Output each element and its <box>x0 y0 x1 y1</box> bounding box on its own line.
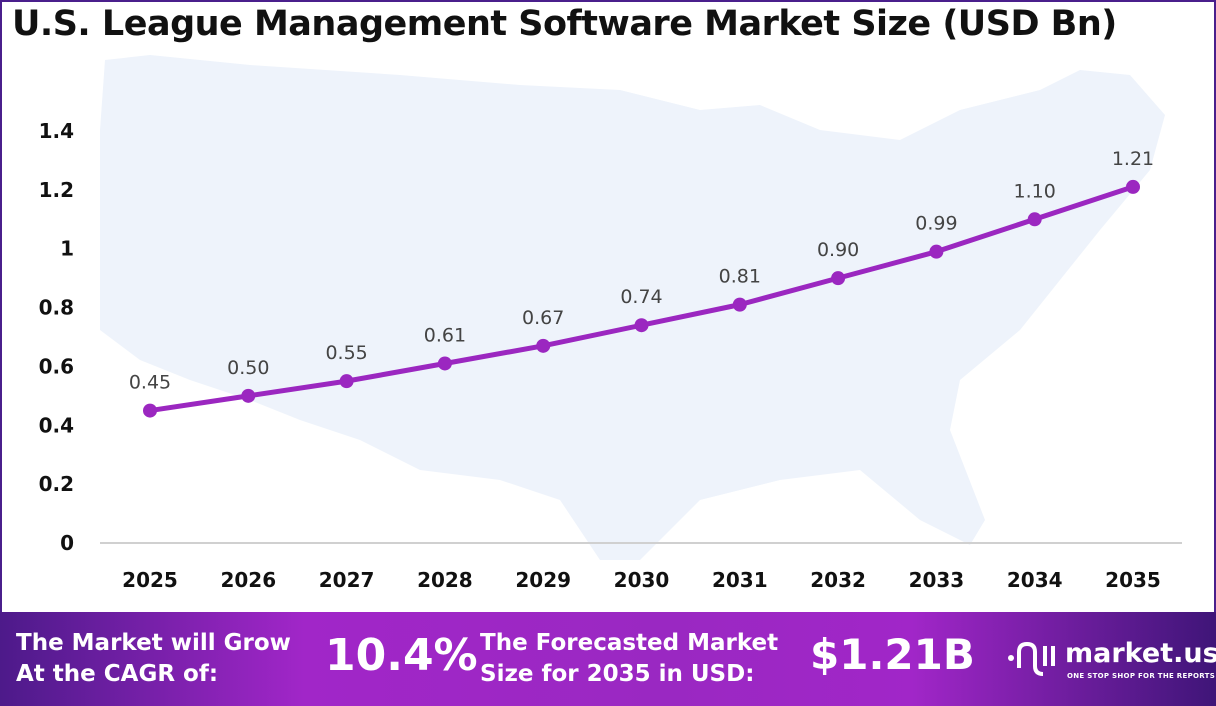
forecast-label: The Forecasted Market Size for 2035 in US… <box>480 628 778 690</box>
brand-logo: market.us ONE STOP SHOP FOR THE REPORTS <box>1005 636 1216 684</box>
x-tick-label: 2032 <box>810 568 866 592</box>
data-label: 1.10 <box>1014 180 1056 202</box>
y-tick-label: 0.4 <box>39 413 74 437</box>
data-point <box>437 356 452 371</box>
x-tick-label: 2027 <box>319 568 375 592</box>
brand-name: market.us <box>1065 638 1216 669</box>
y-tick-label: 0.8 <box>39 296 74 320</box>
data-label: 0.50 <box>227 357 269 379</box>
data-point <box>634 318 649 333</box>
x-tick-label: 2030 <box>614 568 670 592</box>
data-point <box>831 271 846 286</box>
data-label: 1.21 <box>1112 148 1154 170</box>
us-map-background <box>100 55 1165 560</box>
data-label: 0.99 <box>915 213 957 235</box>
x-tick-label: 2028 <box>417 568 473 592</box>
data-label: 0.55 <box>325 342 367 364</box>
y-tick-label: 0.2 <box>39 472 74 496</box>
footer-banner: The Market will Grow At the CAGR of: 10.4… <box>0 612 1216 706</box>
x-tick-label: 2035 <box>1105 568 1161 592</box>
forecast-value: $1.21B <box>810 630 975 679</box>
market-us-logo-icon <box>1008 641 1055 676</box>
y-tick-label: 1.2 <box>39 178 74 202</box>
data-label: 0.45 <box>129 372 171 394</box>
data-label: 0.67 <box>522 307 564 329</box>
data-point <box>929 244 944 259</box>
x-tick-label: 2025 <box>122 568 178 592</box>
x-tick-label: 2026 <box>220 568 276 592</box>
y-tick-label: 0.6 <box>39 354 74 378</box>
data-label: 0.81 <box>719 266 761 288</box>
data-label: 0.74 <box>620 286 662 308</box>
cagr-label-line1: The Market will Grow <box>16 630 291 656</box>
cagr-value: 10.4% <box>325 630 478 681</box>
data-point <box>732 297 747 312</box>
y-tick-label: 0 <box>60 531 74 555</box>
data-label: 0.61 <box>424 324 466 346</box>
cagr-label-line2: At the CAGR of: <box>16 661 219 687</box>
brand-tagline: ONE STOP SHOP FOR THE REPORTS <box>1067 672 1216 680</box>
y-tick-label: 1.4 <box>39 119 74 143</box>
cagr-label: The Market will Grow At the CAGR of: <box>16 628 291 690</box>
y-tick-label: 1 <box>60 237 74 261</box>
data-point <box>1027 212 1042 227</box>
x-tick-label: 2034 <box>1007 568 1063 592</box>
data-point <box>1126 179 1140 194</box>
x-tick-label: 2029 <box>515 568 571 592</box>
forecast-label-line1: The Forecasted Market <box>480 630 779 656</box>
data-point <box>143 403 157 418</box>
data-point <box>536 338 551 353</box>
data-point <box>241 388 256 403</box>
chart-title: U.S. League Management Software Market S… <box>12 4 1117 44</box>
data-label: 0.90 <box>817 239 859 261</box>
x-tick-label: 2033 <box>909 568 965 592</box>
data-point <box>339 374 354 389</box>
forecast-label-line2: Size for 2035 in USD: <box>480 661 755 687</box>
x-tick-label: 2031 <box>712 568 768 592</box>
